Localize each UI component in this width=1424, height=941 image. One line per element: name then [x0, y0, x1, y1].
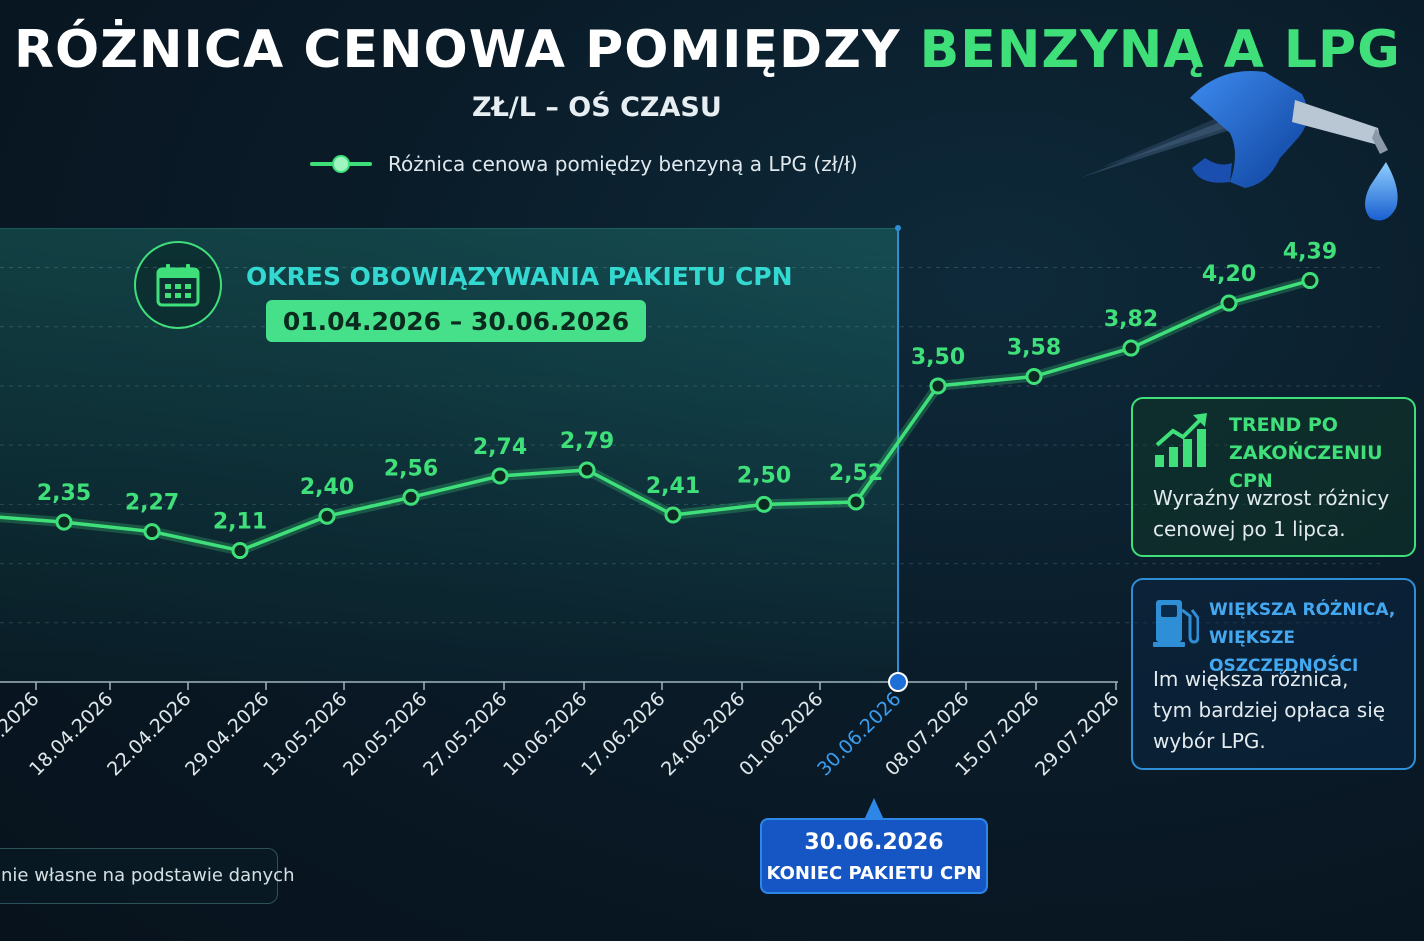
data-label: 3,58	[1007, 335, 1061, 360]
data-label: 4,20	[1202, 262, 1256, 287]
data-point	[929, 377, 947, 395]
data-point	[847, 493, 865, 511]
title-main: RÓŻNICA CENOWA POMIĘDZY	[14, 20, 920, 80]
x-tick-label: 13.05.2026	[259, 688, 351, 780]
data-point	[318, 507, 336, 525]
calendar-icon	[134, 241, 222, 329]
x-tick-label: 17.06.2026	[577, 688, 669, 780]
x-tick-label: 20.05.2026	[339, 688, 431, 780]
data-point	[1220, 294, 1238, 312]
cpn-period-label: OKRES OBOWIĄZYWANIA PAKIETU CPN	[246, 262, 793, 291]
savings-info-box: WIĘKSZA RÓŻNICA, WIĘKSZE OSZCZĘDNOŚCI Im…	[1131, 578, 1416, 770]
data-label: 2,56	[384, 456, 438, 481]
page-subtitle: ZŁ/L – OŚ CZASU	[472, 92, 722, 123]
page-title: RÓŻNICA CENOWA POMIĘDZY BENZYNĄ A LPG	[14, 20, 1401, 80]
legend-swatch	[310, 155, 372, 173]
data-point	[1301, 272, 1319, 290]
fuel-nozzle-icon	[1080, 58, 1410, 242]
data-point	[402, 488, 420, 506]
data-label: 2,11	[213, 510, 267, 535]
data-point	[755, 495, 773, 513]
cpn-end-line-top	[895, 225, 901, 231]
data-point	[491, 467, 509, 485]
trend-up-icon	[1155, 413, 1207, 467]
x-tick-label: 27.05.2026	[419, 688, 511, 780]
data-point	[664, 506, 682, 524]
data-point	[1122, 339, 1140, 357]
data-label: 3,82	[1104, 307, 1158, 332]
title-accent: BENZYNĄ A LPG	[919, 20, 1401, 80]
cpn-period-dates: 01.04.2026 – 30.06.2026	[266, 300, 646, 342]
data-point	[231, 542, 249, 560]
data-label: 2,52	[829, 461, 883, 486]
trend-box-title: TREND PO ZAKOŃCZENIU CPN	[1229, 414, 1383, 492]
cpn-end-axis-marker	[888, 672, 908, 692]
x-tick-label: 29.07.2026	[1031, 688, 1123, 780]
cpn-end-callout: 30.06.2026 KONIEC PAKIETU CPN	[760, 798, 988, 894]
data-label: 2,35	[37, 481, 91, 506]
savings-box-text: Im większa różnica, tym bardziej opłaca …	[1153, 667, 1386, 753]
trend-box-text: Wyraźny wzrost różnicy cenowej po 1 lipc…	[1153, 486, 1390, 541]
data-label: 2,79	[560, 429, 614, 454]
data-label: 2,41	[646, 474, 700, 499]
data-point	[143, 523, 161, 541]
data-label: 4,39	[1283, 240, 1337, 265]
data-label: 2,50	[737, 463, 791, 488]
cpn-end-date: 30.06.2026	[804, 830, 944, 855]
savings-box-title: WIĘKSZA RÓŻNICA, WIĘKSZE OSZCZĘDNOŚCI	[1209, 600, 1396, 676]
trend-info-box: TREND PO ZAKOŃCZENIU CPN Wyraźny wzrost …	[1131, 397, 1416, 557]
chart-legend: Różnica cenowa pomiędzy benzyną a LPG (z…	[310, 152, 858, 176]
data-label: 2,74	[473, 435, 527, 460]
data-label: 2,40	[300, 475, 354, 500]
fuel-pump-icon	[1153, 600, 1199, 647]
data-label: 3,50	[911, 345, 965, 370]
series-line	[0, 278, 1311, 553]
legend-label: Różnica cenowa pomiędzy benzyną a LPG (z…	[388, 152, 858, 176]
data-point	[55, 513, 73, 531]
data-point	[1025, 367, 1043, 385]
cpn-end-text: KONIEC PAKIETU CPN	[766, 863, 982, 884]
data-point	[578, 461, 596, 479]
source-note: nie własne na podstawie danych	[0, 848, 294, 904]
data-label: 2,27	[125, 491, 179, 516]
